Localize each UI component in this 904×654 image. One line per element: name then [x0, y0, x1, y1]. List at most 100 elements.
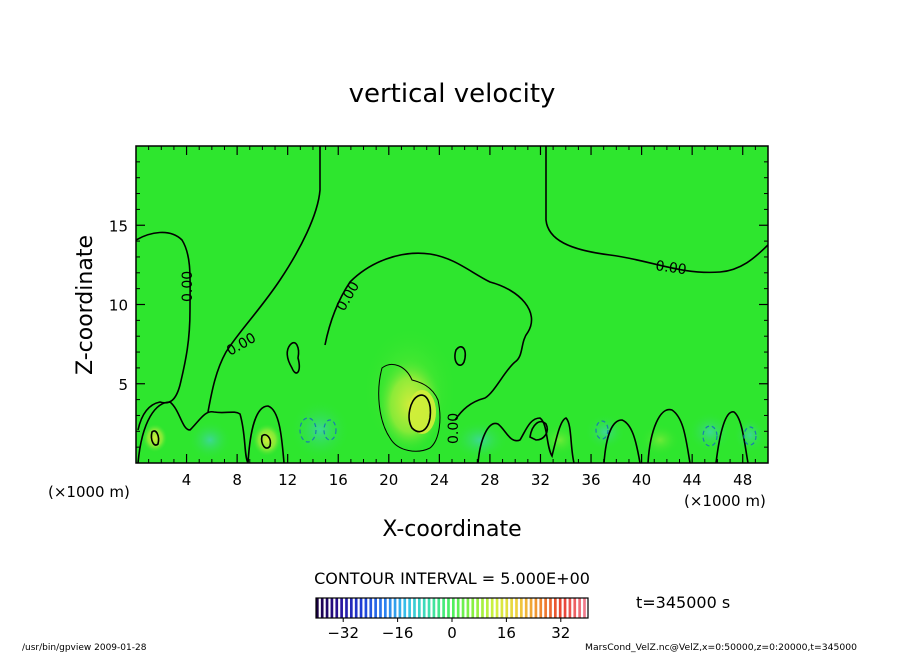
contour-lines [136, 146, 768, 463]
footer-right: MarsCond_VelZ.nc@VelZ,x=0:50000,z=0:2000… [585, 643, 857, 653]
colorbar-cell [539, 598, 543, 618]
colorbar-cell [529, 598, 533, 618]
x-unit-left: (×1000 m) [48, 483, 130, 501]
colorbar-cell [447, 598, 450, 618]
contour-bottom-wave-5 [603, 419, 641, 463]
contour-zero-center [324, 252, 533, 421]
colorbar-cell [505, 598, 509, 618]
colorbar-cell [549, 598, 552, 618]
contour-bottom-wave-2 [247, 405, 285, 463]
contour-zero-center-left [207, 146, 321, 413]
x-tick-label: 16 [329, 471, 348, 489]
colorbar-cell [384, 598, 387, 618]
colorbar-cell [432, 598, 436, 618]
colorbar-cell [583, 598, 586, 618]
x-tick-label: 4 [182, 471, 192, 489]
colorbar-cell [350, 598, 353, 618]
chart-title: vertical velocity [349, 79, 556, 109]
colorbar-cell [427, 598, 431, 618]
y-axis-title: Z-coordinate [73, 235, 98, 375]
colorbar-cell [568, 598, 572, 618]
colorbar [315, 597, 589, 619]
y-tick-label: 15 [109, 217, 128, 235]
contour-bottom-wave-6 [647, 408, 691, 463]
colorbar-cell [476, 598, 479, 618]
contour-small-2 [286, 341, 301, 374]
colorbar-cell [558, 598, 562, 618]
colorbar-tick-label: −32 [327, 624, 359, 642]
colorbar-cell [442, 598, 445, 618]
colorbar-cell [563, 598, 567, 618]
contour-small-1 [454, 346, 467, 366]
colorbar-tick-label: 0 [447, 624, 457, 642]
y-axis: 5 10 15 [109, 161, 768, 448]
colorbar-cell [354, 598, 358, 618]
x-tick-label: 36 [581, 471, 600, 489]
colorbar-cell [495, 598, 499, 618]
colorbar-cell [500, 598, 504, 618]
colorbar-cell [578, 598, 581, 618]
contour-core [408, 394, 432, 433]
colorbar-cell [461, 598, 465, 618]
contour-core-outer [378, 364, 441, 452]
colorbar-cell [325, 598, 329, 618]
contour-zero-right [545, 146, 768, 274]
colorbar-tick-label: 32 [551, 624, 570, 642]
colorbar-cell [398, 598, 402, 618]
colorbar-cell [408, 598, 411, 618]
contour-small-3 [150, 430, 160, 446]
contour-zero-left [136, 231, 191, 431]
field-shading [143, 325, 766, 460]
colorbar-cell [524, 598, 528, 618]
x-unit-right: (×1000 m) [684, 492, 766, 510]
x-tick-label: 12 [278, 471, 297, 489]
colorbar-cell [316, 598, 319, 618]
colorbar-cell [573, 598, 577, 618]
colorbar-cell [369, 598, 373, 618]
x-axis: 4 8 12 16 20 24 28 32 36 40 44 48 [148, 146, 756, 489]
footer-left: /usr/bin/gpview 2009-01-28 [22, 643, 147, 653]
x-tick-label: 8 [232, 471, 242, 489]
colorbar-cell [486, 598, 489, 618]
colorbar-cell [345, 598, 348, 618]
colorbar-cell [544, 598, 547, 618]
contour-interval: CONTOUR INTERVAL = 5.000E+00 [314, 569, 590, 588]
x-tick-label: 20 [379, 471, 398, 489]
colorbar-cell [335, 598, 339, 618]
colorbar-cell [379, 598, 382, 618]
colorbar-cell [515, 598, 518, 618]
contour-label: 0.00 [446, 413, 462, 444]
colorbar-cell [413, 598, 416, 618]
colorbar-cell [456, 598, 460, 618]
colorbar-cell [403, 598, 407, 618]
x-tick-label: 44 [683, 471, 702, 489]
contour-label: 0.00 [180, 271, 196, 302]
colorbar-cell [388, 598, 392, 618]
colorbar-cell [340, 598, 343, 618]
x-tick-label: 28 [480, 471, 499, 489]
colorbar-tick-label: −16 [382, 624, 414, 642]
colorbar-cell [437, 598, 441, 618]
colorbar-cell [364, 598, 368, 618]
contour-label: 0.00 [654, 258, 687, 278]
x-tick-label: 40 [632, 471, 651, 489]
colorbar-cell [510, 598, 513, 618]
y-tick-label: 5 [118, 376, 128, 394]
colorbar-ticks: −32 −16 0 16 32 [327, 618, 570, 642]
colorbar-cell [374, 598, 377, 618]
contour-bottom-wave-7 [715, 411, 749, 463]
y-tick-label: 10 [109, 297, 128, 315]
colorbar-tick-label: 16 [497, 624, 516, 642]
colorbar-cell [534, 598, 538, 618]
x-tick-label: 32 [531, 471, 550, 489]
colorbar-cell [320, 598, 324, 618]
colorbar-cell [490, 598, 494, 618]
colorbar-cell [359, 598, 363, 618]
colorbar-cell [393, 598, 397, 618]
colorbar-cell [330, 598, 334, 618]
colorbar-cell [466, 598, 470, 618]
x-tick-label: 24 [430, 471, 449, 489]
contour-bottom-wave-3 [477, 417, 575, 463]
colorbar-cell [422, 598, 426, 618]
